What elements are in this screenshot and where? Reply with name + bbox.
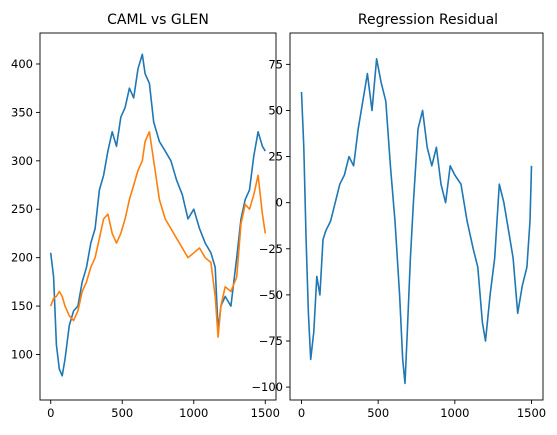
series-line-0 <box>49 53 266 377</box>
y-tick-label: 50 <box>268 103 283 117</box>
x-tick-label: 0 <box>298 406 305 420</box>
chart-title: Regression Residual <box>358 12 498 28</box>
x-tick-label: 500 <box>367 406 389 420</box>
x-tick-label: 1000 <box>179 406 208 420</box>
x-tick-label: 1000 <box>440 406 469 420</box>
y-tick-label: 400 <box>11 57 33 71</box>
chart-title: CAML vs GLEN <box>107 12 209 28</box>
plot-frame <box>289 32 544 401</box>
panel-caml-vs-glen: CAML vs GLEN 0 500 1000 1500100150200250300… <box>11 12 280 420</box>
y-tick-label: 250 <box>11 202 33 216</box>
y-tick-label: 350 <box>11 105 33 119</box>
y-tick-label: 100 <box>11 347 33 361</box>
y-tick-label: −75 <box>259 334 283 348</box>
x-tick-label: 1500 <box>251 406 280 420</box>
y-tick-label: −25 <box>259 242 283 256</box>
y-tick-label: 0 <box>276 196 283 210</box>
x-tick-label: 0 <box>47 406 54 420</box>
y-tick-label: 75 <box>268 57 283 71</box>
x-tick-label: 1500 <box>517 406 546 420</box>
y-tick-label: 25 <box>268 150 283 164</box>
y-tick-label: 150 <box>11 299 33 313</box>
y-tick-label: −50 <box>259 288 283 302</box>
series-line-1 <box>49 131 267 338</box>
x-tick-label: 500 <box>111 406 133 420</box>
y-tick-label: 300 <box>11 154 33 168</box>
series-line-0 <box>300 58 533 385</box>
y-tick-label: −100 <box>251 380 283 394</box>
y-tick-label: 200 <box>11 251 33 265</box>
plot-frame <box>39 32 277 401</box>
panel-regression-residual: Regression Residual 0 500 1000 1500−100−75−… <box>251 12 546 420</box>
